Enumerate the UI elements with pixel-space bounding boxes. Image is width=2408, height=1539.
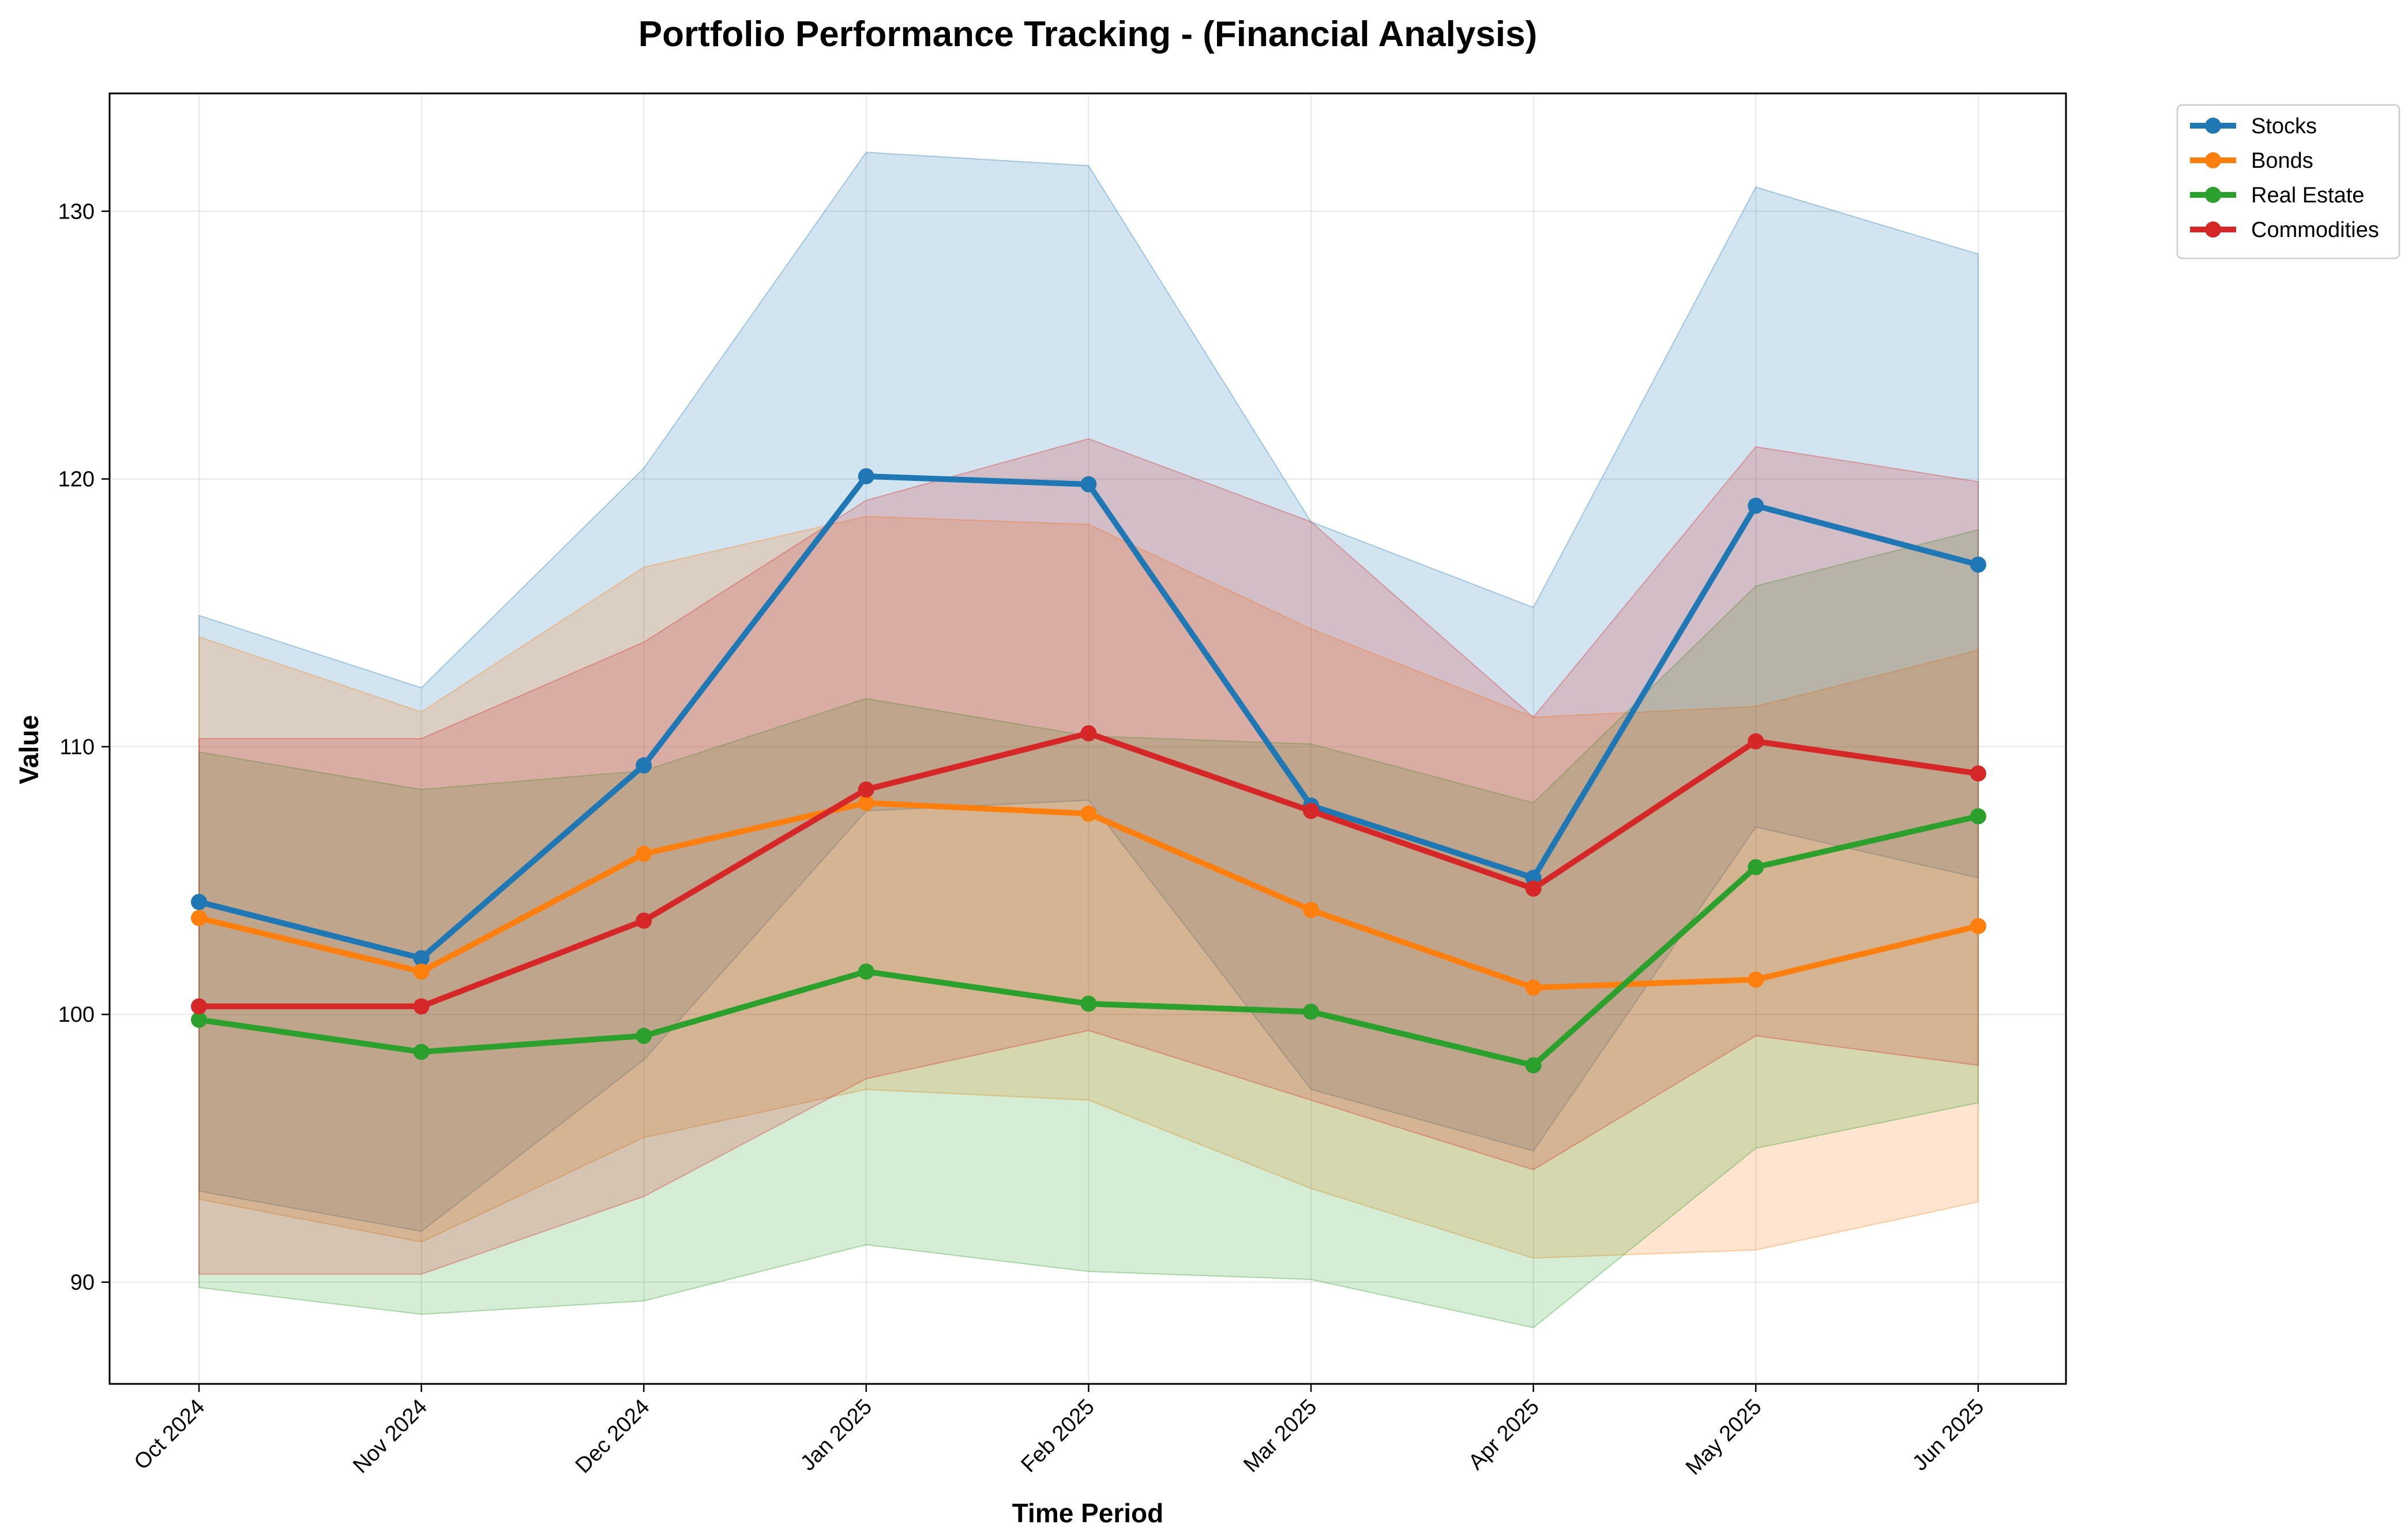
y-tick-label: 130 <box>58 200 95 224</box>
data-point <box>636 845 652 862</box>
y-tick-label: 100 <box>58 1003 95 1027</box>
data-point <box>413 963 430 980</box>
legend-swatch-marker <box>2205 118 2221 134</box>
x-axis-label: Time Period <box>1012 1498 1163 1528</box>
data-point <box>1970 556 1986 573</box>
y-tick-label: 90 <box>70 1271 95 1295</box>
data-point <box>858 781 874 798</box>
legend-swatch-marker <box>2205 187 2221 203</box>
y-tick-label: 120 <box>58 468 95 492</box>
chart-title: Portfolio Performance Tracking - (Financ… <box>638 14 1537 54</box>
data-point <box>1748 498 1764 514</box>
data-point <box>636 757 652 774</box>
legend-swatch-marker <box>2205 152 2221 168</box>
legend-label: Real Estate <box>2251 183 2364 208</box>
data-point <box>1525 1057 1542 1074</box>
plot-frame <box>108 92 2067 1385</box>
data-point <box>858 468 874 484</box>
confidence-band <box>198 529 1979 1329</box>
data-point <box>858 795 874 811</box>
data-point <box>636 912 652 929</box>
data-point <box>1748 971 1764 988</box>
data-point <box>1080 995 1097 1012</box>
data-point <box>1303 803 1319 819</box>
legend: Stocks Bonds Real Estate Commodities <box>2176 104 2401 259</box>
data-point <box>413 950 430 966</box>
data-point <box>191 894 207 910</box>
series-lines <box>191 468 1986 1074</box>
data-point <box>1080 476 1097 492</box>
data-point <box>1748 859 1764 875</box>
confidence-band <box>198 152 1979 1232</box>
data-point <box>1303 902 1319 919</box>
data-point <box>1748 733 1764 750</box>
data-point <box>1080 725 1097 742</box>
data-point <box>1970 765 1986 782</box>
legend-label: Bonds <box>2251 149 2313 173</box>
grid-layer <box>110 93 2066 1384</box>
data-point <box>1970 808 1986 825</box>
legend-box <box>2176 104 2401 259</box>
legend-label: Stocks <box>2251 114 2317 138</box>
data-point <box>1525 979 1542 996</box>
y-tick-label: 110 <box>59 735 95 759</box>
data-point <box>1525 880 1542 897</box>
data-point <box>858 963 874 980</box>
data-point <box>191 910 207 927</box>
data-point <box>413 1044 430 1060</box>
data-point <box>636 1028 652 1044</box>
y-axis-label: Value <box>14 715 44 784</box>
data-point <box>413 998 430 1015</box>
data-point <box>1303 1003 1319 1020</box>
legend-swatch-marker <box>2205 221 2221 238</box>
legend-label: Commodities <box>2251 218 2379 242</box>
data-point <box>1970 918 1986 935</box>
data-point <box>191 998 207 1015</box>
data-point <box>1080 806 1097 822</box>
data-point <box>191 1011 207 1028</box>
